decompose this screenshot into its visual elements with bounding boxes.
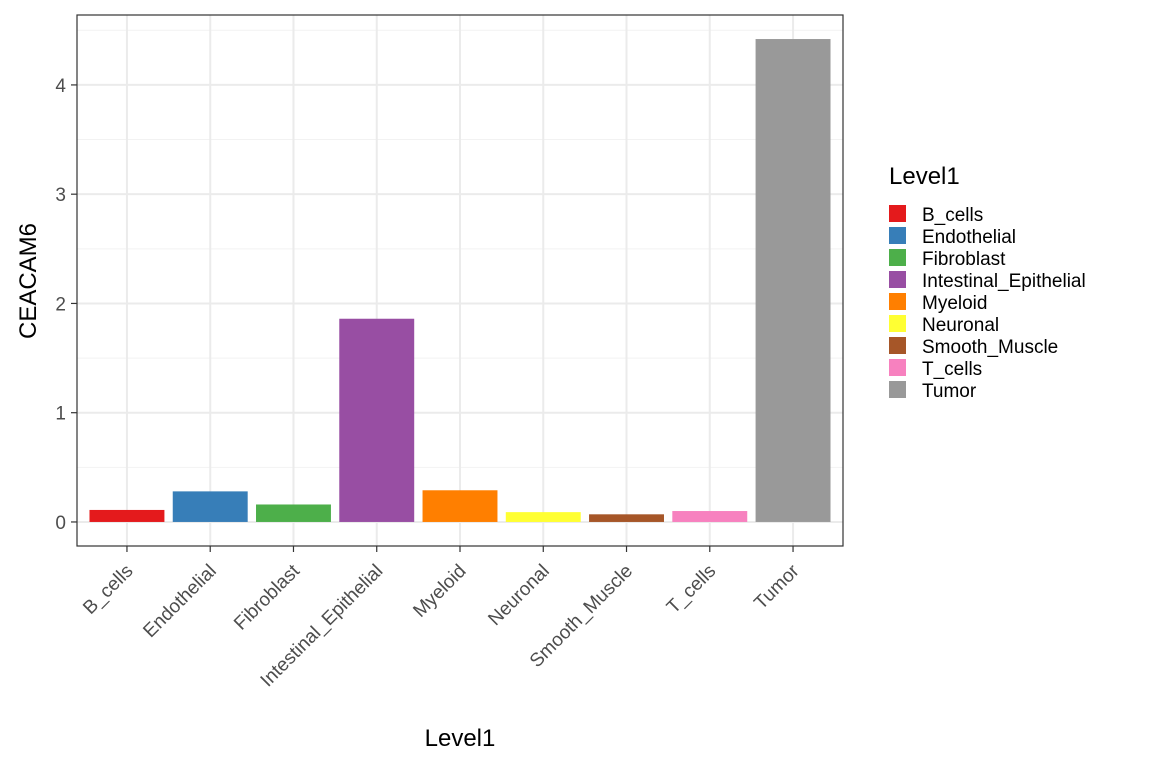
legend-label: T_cells	[922, 359, 982, 380]
x-axis: B_cells Endothelial FibroblastIntestinal_E…	[79, 546, 804, 691]
legend-label: Myeloid	[922, 293, 987, 314]
x-axis-title: Level1	[425, 725, 496, 752]
y-tick-label: 0	[55, 513, 66, 534]
x-tick-label: B_cells	[79, 561, 137, 619]
bar-endothelial	[172, 491, 248, 522]
bar-myeloid	[422, 490, 498, 522]
legend-label: Neuronal	[922, 315, 999, 336]
legend-swatch	[889, 359, 906, 376]
x-tick-label: Fibroblast	[230, 560, 304, 634]
y-axis-title: CEACAM6	[15, 223, 42, 339]
legend-label: Smooth_Muscle	[922, 337, 1058, 358]
legend-label: Intestinal_Epithelial	[922, 271, 1086, 292]
legend-swatch	[889, 271, 906, 288]
y-tick-label: 3	[55, 185, 66, 206]
bar-intestinal-epithelial	[339, 318, 415, 522]
legend-swatch	[889, 249, 906, 266]
legend-swatch	[889, 227, 906, 244]
x-tick-label: Tumor	[750, 560, 804, 614]
bar-t-cells	[672, 511, 748, 522]
legend-label: Fibroblast	[922, 249, 1006, 270]
y-axis: 0 1 2 3 4	[55, 76, 77, 534]
legend-items: B_cellsEndothelialFibroblastIntestinal_E…	[889, 205, 1086, 402]
legend-swatch	[889, 381, 906, 398]
bar-smooth-muscle	[589, 514, 664, 522]
bar-neuronal	[505, 512, 581, 522]
bar-tumor	[755, 39, 831, 522]
legend-swatch	[889, 315, 906, 332]
x-tick-label: Myeloid	[409, 561, 470, 622]
legend-swatch	[889, 337, 906, 354]
y-tick-label: 2	[55, 294, 66, 315]
legend-label: Tumor	[922, 381, 977, 402]
y-tick-label: 4	[55, 76, 66, 97]
bars	[89, 39, 831, 522]
legend-label: B_cells	[922, 205, 983, 226]
legend-swatch	[889, 205, 906, 222]
bar-fibroblast	[256, 504, 331, 522]
legend-label: Endothelial	[922, 227, 1016, 248]
x-tick-label: Endothelial	[139, 561, 220, 642]
legend-title: Level1	[889, 163, 960, 190]
legend: Level1 B_cellsEndothelialFibroblastIntes…	[889, 163, 1086, 402]
x-tick-label: T_cells	[663, 561, 720, 618]
legend-swatch	[889, 293, 906, 310]
bar-b-cells	[89, 509, 165, 522]
x-tick-label: Neuronal	[484, 561, 553, 630]
y-tick-label: 1	[55, 404, 66, 425]
